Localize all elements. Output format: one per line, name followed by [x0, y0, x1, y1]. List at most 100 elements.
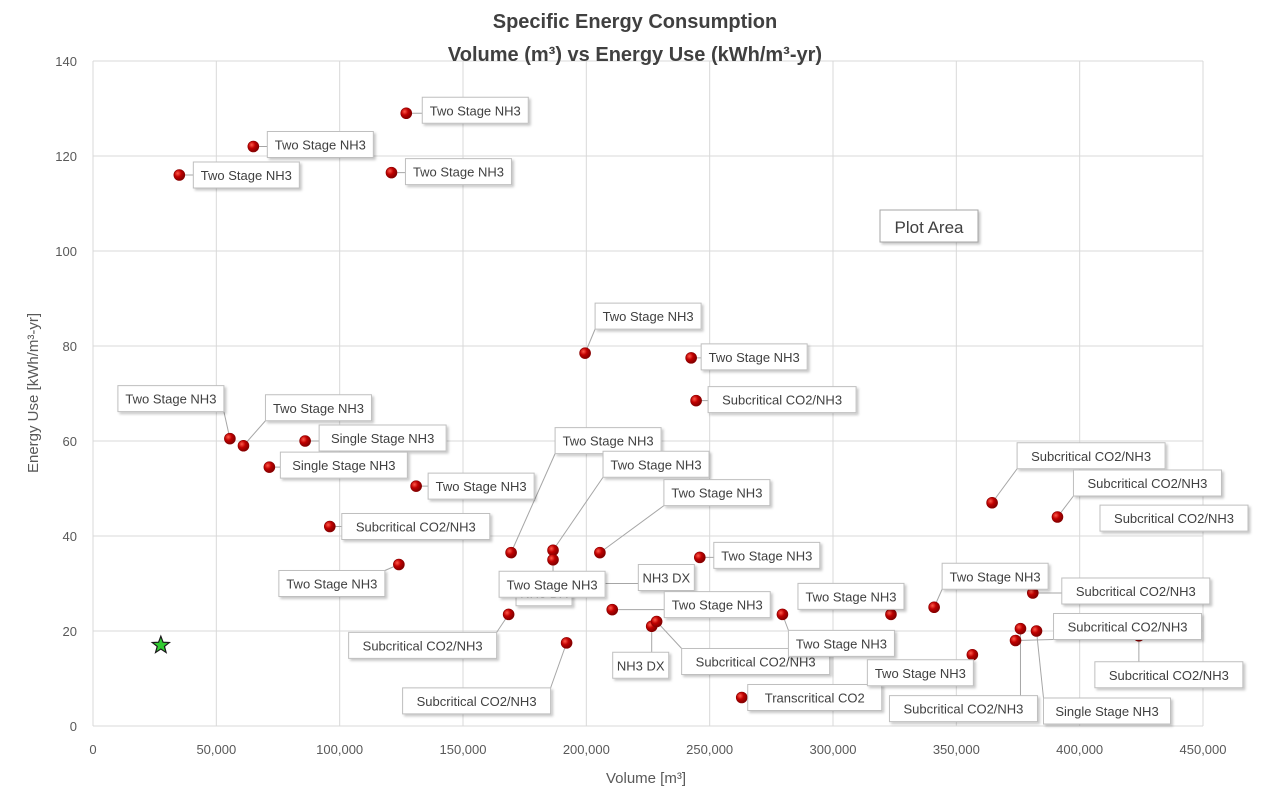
- data-label-box: [421, 96, 529, 124]
- leader-line: [1015, 639, 1054, 641]
- data-label-text: Subcritical CO2/NH3: [722, 393, 842, 408]
- data-label: Two Stage NH3: [700, 343, 808, 371]
- x-tick-label: 350,000: [933, 742, 980, 757]
- data-label-box: [1043, 697, 1171, 725]
- data-point: [606, 603, 619, 616]
- data-label-box: [713, 541, 821, 569]
- data-label-text: Two Stage NH3: [611, 457, 702, 472]
- data-point: [410, 480, 422, 492]
- data-point: [502, 608, 515, 621]
- data-label: Two Stage NH3: [787, 629, 895, 657]
- data-label: Two Stage NH3: [264, 394, 372, 422]
- data-label: Two Stage NH3: [594, 302, 702, 330]
- data-label-text: NH3 DX: [617, 658, 665, 673]
- data-label-box: [318, 424, 447, 452]
- data-label-text: Subcritical CO2/NH3: [1076, 584, 1196, 599]
- leader-line: [552, 476, 604, 551]
- x-tick-label: 0: [89, 742, 96, 757]
- data-label-box: [663, 479, 771, 507]
- data-label-box: [787, 629, 895, 657]
- data-label-box: [1094, 661, 1244, 689]
- data-label-box: [747, 684, 883, 711]
- data-label: Two Stage NH3: [602, 450, 710, 478]
- data-label-box: [1099, 504, 1249, 532]
- data-label: Subcritical CO2/NH3: [1072, 469, 1222, 497]
- data-label-text: Two Stage NH3: [125, 392, 216, 407]
- data-point: [247, 140, 260, 153]
- data-label-text: Two Stage NH3: [875, 666, 966, 681]
- data-point: [1009, 634, 1022, 647]
- data-label: Subcritical CO2/NH3: [348, 631, 498, 659]
- data-label-text: Subcritical CO2/NH3: [1031, 449, 1151, 464]
- data-label-text: Subcritical CO2/NH3: [1087, 476, 1207, 491]
- data-label-text: Two Stage NH3: [430, 103, 521, 118]
- data-point: [685, 352, 697, 364]
- data-label: Subcritical CO2/NH3: [1053, 613, 1203, 640]
- data-label: Two Stage NH3: [117, 385, 225, 413]
- data-label: Two Stage NH3: [866, 659, 974, 687]
- data-label: Two Stage NH3: [663, 479, 771, 507]
- x-tick-label: 50,000: [196, 742, 236, 757]
- y-tick-label: 120: [55, 149, 77, 164]
- data-label-box: [498, 570, 606, 598]
- data-label: Transcritical CO2: [747, 684, 883, 711]
- data-label-box: [594, 302, 702, 330]
- data-point: [966, 648, 979, 661]
- data-label-text: Two Stage NH3: [563, 434, 654, 449]
- y-tick-label: 20: [63, 624, 77, 639]
- y-tick-label: 40: [63, 529, 77, 544]
- data-label: Single Stage NH3: [279, 451, 408, 479]
- data-label-box: [612, 651, 670, 679]
- data-label-box: [707, 386, 857, 414]
- leader-line: [510, 453, 556, 553]
- data-label: Two Stage NH3: [192, 161, 300, 189]
- leader-line: [599, 505, 665, 554]
- data-point: [263, 461, 276, 473]
- data-label-text: Single Stage NH3: [292, 458, 395, 473]
- data-label-box: [1053, 613, 1203, 640]
- data-point: [173, 169, 186, 181]
- tick-labels: 0 50,000 100,000 150,000 200,000 250,000 300,0…: [55, 54, 1226, 757]
- data-label-text: Two Stage NH3: [275, 138, 366, 153]
- data-label: Two Stage NH3: [663, 591, 771, 619]
- data-label-text: Two Stage NH3: [507, 577, 598, 592]
- data-label-box: [402, 687, 552, 715]
- data-label-text: Two Stage NH3: [721, 548, 812, 563]
- data-label: NH3 DX: [612, 651, 670, 679]
- data-point: [690, 394, 702, 407]
- data-point: [594, 546, 606, 559]
- data-label-text: Subcritical CO2/NH3: [1109, 668, 1229, 683]
- data-label-text: Two Stage NH3: [413, 165, 504, 180]
- data-label-text: Subcritical CO2/NH3: [356, 520, 476, 535]
- data-label: Single Stage NH3: [318, 424, 447, 452]
- data-label: Subcritical CO2/NH3: [341, 513, 491, 540]
- data-label: Two Stage NH3: [797, 582, 905, 610]
- data-label-text: Two Stage NH3: [950, 569, 1041, 584]
- data-label: Two Stage NH3: [266, 131, 374, 158]
- data-label-box: [700, 343, 808, 371]
- data-label-box: [1016, 442, 1166, 470]
- leader-lines: [179, 112, 1140, 699]
- data-label: Two Stage NH3: [421, 96, 529, 124]
- data-label-box: [404, 158, 512, 186]
- data-point: [400, 107, 413, 120]
- plot-area-annotation: Plot Area: [879, 209, 979, 243]
- x-tick-label: 250,000: [686, 742, 733, 757]
- data-label-text: Two Stage NH3: [603, 309, 694, 324]
- data-label-text: Single Stage NH3: [331, 431, 434, 446]
- data-label: Subcritical CO2/NH3: [402, 687, 552, 715]
- data-point: [560, 637, 573, 649]
- data-point: [224, 432, 236, 445]
- data-label: NH3 DX: [637, 564, 695, 591]
- data-point: [928, 601, 940, 614]
- data-label-text: Subcritical CO2/NH3: [417, 694, 537, 709]
- data-label: Two Stage NH3: [404, 158, 512, 186]
- y-tick-label: 140: [55, 54, 77, 69]
- data-label-text: Two Stage NH3: [436, 479, 527, 494]
- y-tick-label: 60: [63, 434, 77, 449]
- data-label-text: Two Stage NH3: [672, 598, 763, 613]
- data-label-text: Transcritical CO2: [765, 691, 865, 706]
- data-point: [579, 347, 591, 359]
- data-label-box: [866, 659, 974, 687]
